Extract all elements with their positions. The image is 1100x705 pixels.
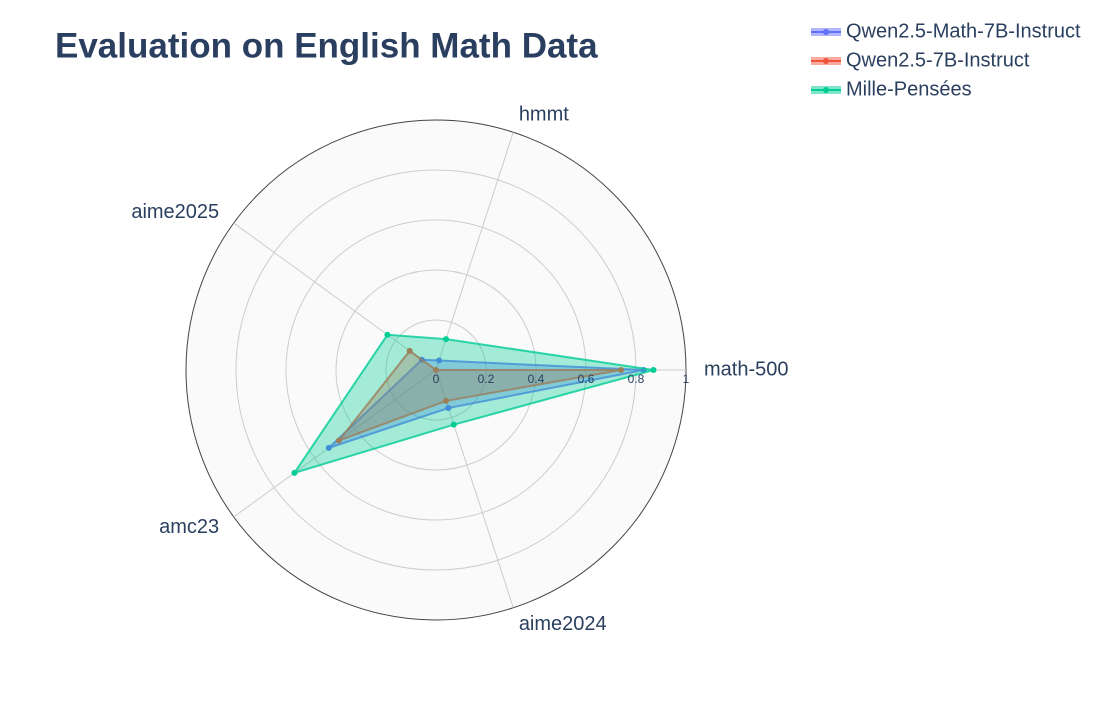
- chart-title: Evaluation on English Math Data: [55, 26, 598, 65]
- series-area: [292, 333, 654, 475]
- legend-item: Qwen2.5-Math-7B-Instruct: [811, 20, 1081, 42]
- legend-marker: [823, 58, 829, 64]
- data-point: [443, 397, 450, 404]
- data-point: [406, 347, 413, 354]
- legend-label: Qwen2.5-7B-Instruct: [846, 49, 1030, 71]
- radial-tick-label: 0.2: [478, 372, 495, 386]
- radial-tick-label: 0.8: [628, 372, 645, 386]
- legend-item: Qwen2.5-7B-Instruct: [811, 49, 1030, 71]
- radial-tick-label: 0.4: [528, 372, 545, 386]
- data-point: [443, 336, 450, 343]
- data-point: [291, 469, 298, 476]
- series-area: [335, 349, 622, 443]
- data-point: [325, 444, 332, 451]
- data-point: [433, 367, 439, 373]
- radial-tick-label: 1: [683, 372, 690, 386]
- category-label: aime2024: [519, 613, 607, 635]
- category-label: hmmt: [519, 103, 569, 125]
- spoke: [233, 222, 437, 371]
- legend-marker: [823, 87, 829, 93]
- data-point: [384, 331, 391, 338]
- data-point: [650, 367, 657, 373]
- radial-tick-label: 0: [433, 372, 440, 386]
- spoke: [435, 132, 514, 371]
- data-point: [436, 357, 443, 364]
- legend-label: Mille-Pensées: [846, 78, 972, 100]
- data-point: [335, 437, 342, 444]
- legend-marker: [823, 29, 829, 35]
- legend-item: Mille-Pensées: [811, 78, 972, 100]
- data-point: [450, 421, 457, 428]
- legend-label: Qwen2.5-Math-7B-Instruct: [846, 20, 1081, 42]
- data-point: [445, 405, 452, 412]
- radial-tick-label: 0.6: [578, 372, 595, 386]
- category-label: amc23: [159, 516, 219, 538]
- series-area: [328, 358, 644, 449]
- data-point: [618, 367, 624, 373]
- category-label: math-500: [704, 358, 789, 380]
- category-label: aime2025: [131, 201, 219, 223]
